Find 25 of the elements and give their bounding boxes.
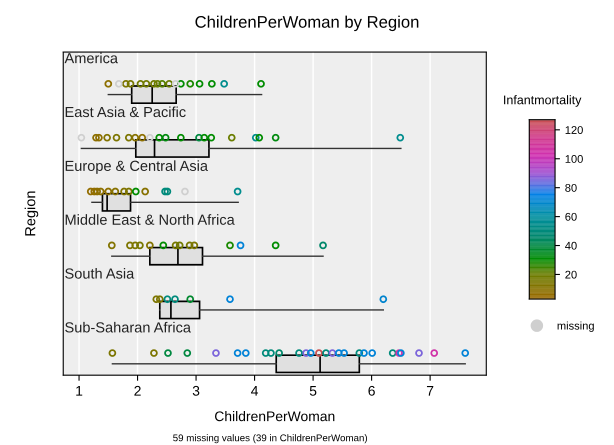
x-tick-label: 1 xyxy=(76,386,82,396)
color-bar-label: 20 xyxy=(565,270,577,279)
legend-label: missing xyxy=(558,322,594,332)
color-bar-label: 80 xyxy=(565,184,577,192)
x-tick-label: 6 xyxy=(368,386,375,396)
x-axis-title: ChildrenPerWoman xyxy=(215,411,334,422)
chart-title: ChildrenPerWoman by Region xyxy=(195,16,418,32)
y-tick-label: Europe & Central Asia xyxy=(66,160,208,174)
color-bar-title: Infantmortality xyxy=(504,95,582,107)
color-bar-label: 60 xyxy=(565,212,577,221)
y-tick-label: East Asia & Pacific xyxy=(66,106,186,118)
y-tick-label: America xyxy=(64,52,118,64)
color-bar-label: 100 xyxy=(566,155,583,163)
y-axis-title: Region xyxy=(24,191,38,236)
x-tick-label: 3 xyxy=(192,386,200,396)
text: 59 missing values (39 in ChildrenPerWoman) xyxy=(173,434,368,444)
color-bar-label: 120 xyxy=(566,126,583,134)
y-tick-label: South Asia xyxy=(65,268,134,279)
y-tick-label: Middle East & North Africa xyxy=(66,214,235,225)
x-tick-label: 7 xyxy=(426,386,434,396)
x-tick-label: 2 xyxy=(134,386,141,396)
x-tick-label: 5 xyxy=(310,386,316,396)
y-tick-label: Sub-Saharan Africa xyxy=(65,322,191,333)
x-tick-label: 4 xyxy=(251,386,258,396)
color-bar-label: 40 xyxy=(565,242,577,250)
